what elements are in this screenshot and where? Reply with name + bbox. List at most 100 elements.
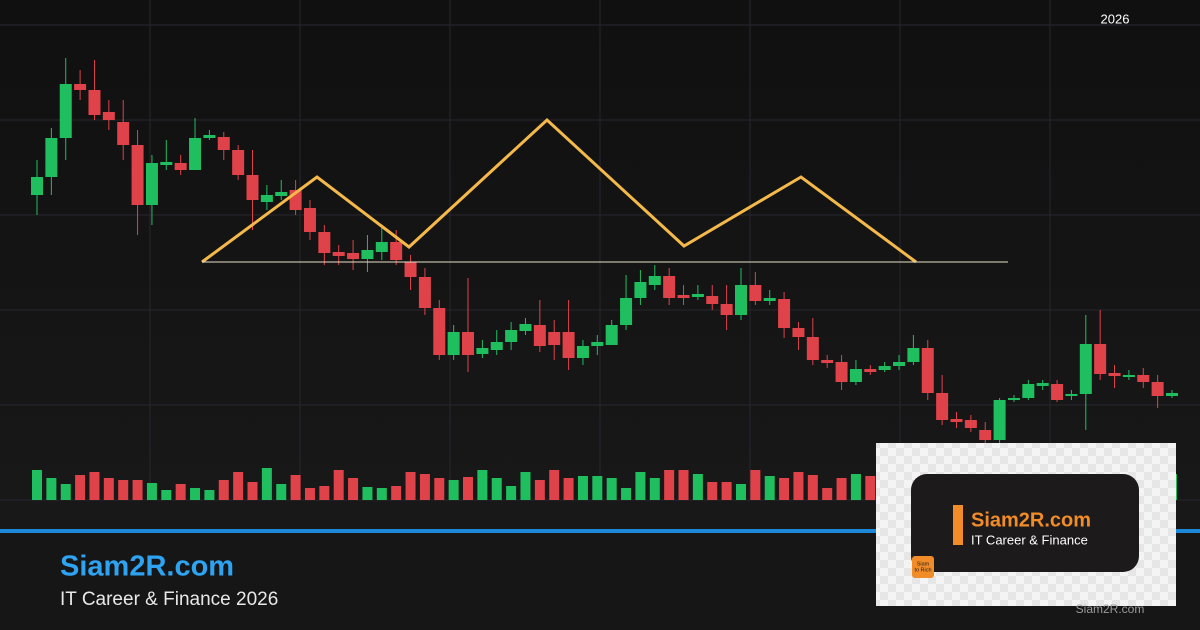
candle-body	[1065, 394, 1078, 396]
logo-panel	[911, 474, 1139, 572]
volume-bar	[779, 478, 790, 500]
candle-body	[936, 393, 949, 420]
candle-body	[31, 177, 43, 195]
logo-bar	[953, 505, 963, 545]
candle-body	[1079, 344, 1092, 394]
candle-body	[74, 84, 87, 90]
volume-bar	[534, 480, 545, 500]
volume-bar	[161, 490, 172, 500]
candle-body	[634, 282, 647, 298]
candle-body	[131, 145, 144, 205]
logo-title: Siam2R.com	[971, 509, 1091, 531]
volume-bar	[146, 483, 157, 500]
candle-body	[878, 366, 891, 370]
volume-bar	[304, 488, 315, 500]
candle-body	[849, 369, 862, 382]
volume-bar	[391, 486, 402, 500]
volume-bar	[218, 480, 229, 500]
volume-bar	[32, 470, 42, 500]
volume-bar	[621, 488, 632, 500]
volume-bar	[649, 478, 660, 500]
candle-body	[562, 332, 575, 358]
candle-body	[1166, 393, 1178, 396]
candle-body	[1122, 375, 1135, 377]
volume-bar	[261, 468, 272, 500]
volume-bar	[592, 476, 603, 500]
candle-body	[548, 332, 561, 345]
candle-body	[390, 242, 403, 260]
candle-body	[361, 250, 374, 259]
candle-body	[591, 342, 604, 346]
candle-body	[59, 84, 72, 138]
candle-body	[232, 150, 245, 175]
candle-body	[462, 332, 475, 355]
volume-bar	[448, 480, 459, 500]
logo-subtitle: IT Career & Finance	[971, 532, 1088, 547]
badge-text: Siam	[917, 561, 930, 567]
watermark: Siam2R.com	[1076, 602, 1145, 616]
candle-body	[1036, 383, 1049, 386]
candle-body	[950, 419, 963, 422]
volume-bar	[850, 474, 861, 500]
volume-bar	[836, 478, 847, 500]
candle-body	[189, 138, 202, 170]
candle-body	[1051, 384, 1064, 400]
candle-body	[993, 400, 1006, 440]
logo-badge	[912, 556, 934, 578]
volume-bar	[563, 478, 574, 500]
volume-bar	[635, 472, 646, 500]
candle-body	[260, 195, 273, 202]
candle-body	[749, 285, 762, 301]
volume-bar	[60, 484, 71, 500]
grid	[0, 0, 1200, 501]
candle-body	[806, 337, 819, 360]
volume-bar	[419, 474, 430, 500]
candle-body	[160, 162, 173, 165]
candle-body	[792, 328, 805, 337]
volume-bar	[376, 488, 387, 500]
candle-body	[145, 163, 158, 205]
volume-bar	[764, 476, 775, 500]
candle-body	[706, 296, 719, 304]
candle-body	[864, 369, 877, 372]
volume-bar	[405, 472, 416, 500]
candle-body	[576, 346, 589, 358]
volume-bar	[233, 472, 244, 500]
volume-bar	[362, 487, 373, 500]
volume-bar	[606, 478, 617, 500]
volume-bar	[807, 475, 818, 500]
volume-bar	[89, 472, 100, 500]
candle-body	[275, 192, 288, 196]
volume-bar	[721, 482, 732, 500]
candle-body	[533, 325, 546, 346]
candle-body	[605, 325, 618, 345]
candle-body	[246, 175, 259, 200]
pattern-line	[201, 117, 917, 264]
candle-body	[45, 138, 58, 177]
volume-bar	[103, 478, 114, 500]
candle-body	[734, 285, 747, 315]
volume-bar	[678, 470, 689, 500]
candle-body	[203, 135, 216, 138]
candle-body	[505, 330, 518, 342]
volume-bar	[822, 488, 833, 500]
volume-bar	[793, 472, 804, 500]
candle-body	[1108, 373, 1121, 376]
year-label: 2026	[1101, 11, 1130, 26]
candle-body	[490, 342, 503, 350]
volume-bar	[175, 484, 186, 500]
candle-body	[921, 348, 934, 393]
candle-body	[763, 298, 776, 301]
candle-body	[174, 163, 187, 170]
candle-body	[447, 332, 460, 355]
volume-bar	[290, 475, 301, 500]
volume-bar	[664, 470, 675, 500]
volume-bar	[577, 476, 588, 500]
volume-bar	[463, 477, 474, 500]
volume-bar	[692, 474, 703, 500]
volume-bar	[132, 480, 143, 500]
candle-body	[1007, 398, 1020, 400]
candle-body	[217, 137, 230, 150]
